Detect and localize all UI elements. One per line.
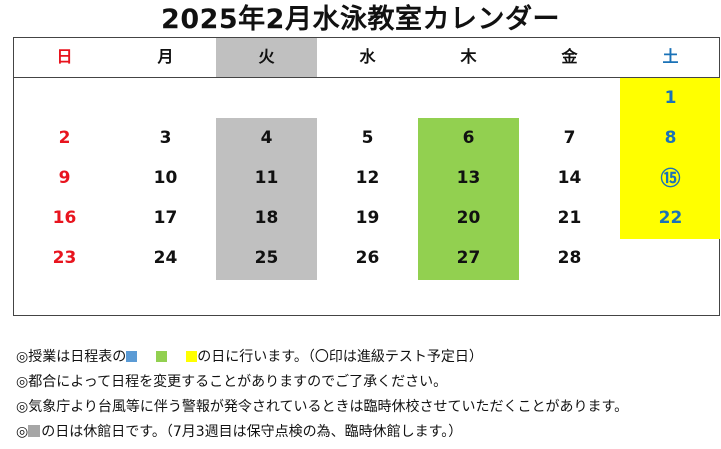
day-cell: 23 xyxy=(52,248,77,268)
day-cell: 26 xyxy=(355,248,380,268)
note-lesson-suffix: の日に行います。（〇印は進級テスト予定日） xyxy=(197,349,483,365)
day-cell: 14 xyxy=(557,168,582,188)
weekday-thursday: 木 xyxy=(460,47,477,66)
day-cell: 11 xyxy=(254,168,279,188)
weekday-friday: 金 xyxy=(561,47,578,66)
day-cell: 2 xyxy=(58,128,71,148)
gray-legend-square xyxy=(28,425,41,437)
day-cell: 25 xyxy=(254,248,279,268)
note-typhoon: ◎気象庁より台風等に伴う警報が発令されているときは臨時休校させていただくことがあ… xyxy=(16,399,629,415)
day-cell: 7 xyxy=(563,128,576,148)
day-cell: 17 xyxy=(153,208,178,228)
note-lesson-prefix: ◎授業は日程表の xyxy=(16,349,127,365)
day-cell: 5 xyxy=(361,128,374,148)
calendar-title: 2025年2月水泳教室カレンダー xyxy=(161,4,560,35)
day-cell: 22 xyxy=(658,208,683,228)
day-cell: 4 xyxy=(260,128,273,148)
day-cell: 1 xyxy=(664,88,677,108)
green-legend-square xyxy=(156,351,168,362)
note-lesson-days: ◎授業は日程表の の日に行います。（〇印は進級テスト予定日） xyxy=(16,345,716,370)
weekday-sunday: 日 xyxy=(56,47,73,66)
note-schedule-change: ◎都合によって日程を変更することがありますのでご了承ください。 xyxy=(16,374,448,390)
note-closed-prefix: ◎ xyxy=(16,424,29,440)
day-cell: 12 xyxy=(355,168,380,188)
day-cell: 16 xyxy=(52,208,77,228)
day-cell: 8 xyxy=(664,128,677,148)
tuesday-closed-header-bg xyxy=(216,38,317,77)
day-cell: 9 xyxy=(58,168,71,188)
notes-section: ◎授業は日程表の の日に行います。（〇印は進級テスト予定日） ◎都合によって日程を… xyxy=(16,345,716,445)
yellow-legend-square xyxy=(186,351,198,362)
thursday-lesson-column-bg xyxy=(418,118,519,280)
day-cell: 19 xyxy=(355,208,380,228)
calendar-grid: 日 月 火 水 木 金 土 1 2 3 4 5 6 7 8 9 10 11 12… xyxy=(13,37,720,316)
weekday-tuesday: 火 xyxy=(258,47,275,66)
day-cell: 18 xyxy=(254,208,279,228)
day-cell: 13 xyxy=(456,168,481,188)
day-cell: 3 xyxy=(159,128,172,148)
note-closed-days: ◎ の日は休館日です。（7月3週目は保守点検の為、臨時休館します。） xyxy=(16,420,716,445)
header-divider xyxy=(14,77,719,78)
weekday-saturday: 土 xyxy=(662,47,679,66)
day-cell: 21 xyxy=(557,208,582,228)
tuesday-closed-column-bg xyxy=(216,118,317,280)
weekday-monday: 月 xyxy=(157,47,174,66)
weekday-wednesday: 水 xyxy=(359,47,376,66)
test-day-cell: ⑮ xyxy=(660,166,681,190)
saturday-lesson-column-bg xyxy=(620,78,720,239)
day-cell: 10 xyxy=(153,168,178,188)
day-cell: 28 xyxy=(557,248,582,268)
blue-legend-square xyxy=(126,351,138,362)
note-closed-suffix: の日は休館日です。（7月3週目は保守点検の為、臨時休館します。） xyxy=(41,424,463,440)
day-cell: 20 xyxy=(456,208,481,228)
day-cell: 24 xyxy=(153,248,178,268)
day-cell: 6 xyxy=(462,128,475,148)
day-cell: 27 xyxy=(456,248,481,268)
